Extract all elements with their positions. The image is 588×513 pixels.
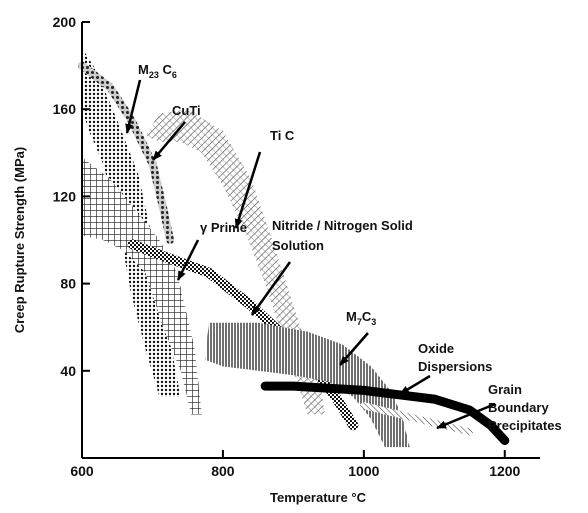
- label-oxide-line2: Dispersions: [418, 359, 492, 374]
- label-nitride-line2: Solution: [272, 238, 324, 253]
- band-cuti: [78, 61, 175, 244]
- arrow-tic: [234, 151, 262, 229]
- x-axis-title: Temperature °C: [270, 490, 367, 505]
- y-tick-label: 200: [53, 14, 77, 30]
- label-cuti: CuTi: [172, 103, 201, 118]
- label-m7c3: M7C3: [346, 309, 376, 327]
- axes: 600 800 1000 1200 200 160 120 80 40 Temperature …: [12, 14, 540, 505]
- label-nitride: Nitride / Nitrogen Solid: [272, 218, 413, 233]
- y-tick-label: 40: [60, 363, 76, 379]
- band-m7c3: [205, 322, 410, 448]
- arrow-m23c6: [125, 79, 142, 134]
- x-tick-label: 600: [70, 463, 94, 479]
- label-grain-line2: Boundary: [488, 400, 549, 415]
- label-oxide: Oxide: [418, 341, 454, 356]
- series-layer: [78, 48, 510, 448]
- x-tick-label: 800: [211, 463, 235, 479]
- y-tick-label: 80: [60, 276, 76, 292]
- band-oxide-dispersions: [260, 381, 510, 446]
- label-m23c6: M23 C6: [138, 62, 177, 80]
- arrow-oxide: [399, 374, 431, 396]
- arrow-nitride: [250, 261, 292, 316]
- x-tick-label: 1200: [489, 463, 520, 479]
- label-grain: Grain: [488, 382, 522, 397]
- label-grain-line3: Precipitates: [488, 418, 562, 433]
- y-tick-label: 120: [53, 188, 77, 204]
- arrow-gamma-prime: [176, 239, 200, 281]
- arrow-cuti: [152, 121, 186, 161]
- y-axis-title: Creep Rupture Strength (MPa): [12, 147, 27, 333]
- band-grain-boundary-precipitates: [360, 402, 473, 436]
- arrow-m7c3: [339, 332, 369, 366]
- tick-layer: 600 800 1000 1200 200 160 120 80 40: [53, 14, 521, 479]
- label-gamma-prime: γ Prime: [200, 220, 247, 235]
- band-prime: [82, 157, 202, 415]
- arrow-grain: [436, 402, 496, 430]
- y-tick-label: 160: [53, 101, 77, 117]
- label-tic: Ti C: [270, 128, 295, 143]
- annotations: M23 C6 CuTi Ti C γ Prime Nitride / Nitro…: [125, 62, 562, 433]
- x-tick-label: 1000: [348, 463, 379, 479]
